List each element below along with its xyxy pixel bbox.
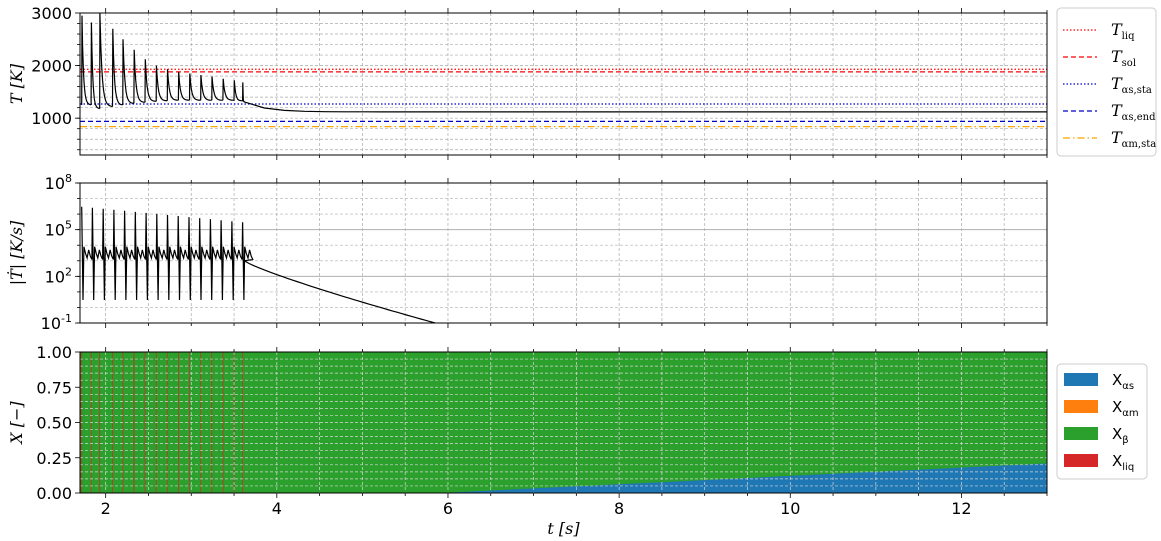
y-tick-label: 3000 xyxy=(31,4,72,23)
legend-swatch xyxy=(1064,373,1098,386)
legend-box xyxy=(1056,363,1148,480)
y-tick-label: 1.00 xyxy=(36,343,72,362)
y-tick-label: 10-1 xyxy=(41,312,72,333)
legend-label: Xliq xyxy=(1112,452,1134,473)
cooling-rate-axes: 10-1 102 105 108 |Ṫ| [K/s] xyxy=(6,172,1048,333)
phase-fraction-axes: 0.00 0.25 0.50 0.75 1.00 2 4 6 8 10 12 X [−] t [s] xyxy=(7,343,1048,538)
legend-label: Tαm,sta xyxy=(1111,128,1156,150)
legend-swatch xyxy=(1064,427,1098,440)
y-tick-label: 105 xyxy=(45,219,72,240)
x-tick-label: 2 xyxy=(101,499,111,518)
x-axis-label: t [s] xyxy=(547,519,580,538)
legend-label: Tliq xyxy=(1111,20,1135,42)
y-tick-label: 1000 xyxy=(31,109,72,128)
x-tick-label: 4 xyxy=(272,499,282,518)
phase-legend: Xαs Xαm Xβ Xliq xyxy=(1056,363,1148,480)
temperature-legend: Tliq Tsol Tαs,sta Tαs,end Tαm,sta xyxy=(1056,7,1157,157)
temperature-series-line xyxy=(81,13,1047,113)
temperature-axes: 1000 2000 3000 T [K] xyxy=(7,4,1048,160)
legend-box xyxy=(1056,7,1157,157)
y-tick-label: 0.25 xyxy=(36,449,72,468)
y-axis-label: X [−] xyxy=(7,401,26,446)
y-tick-label: 0.50 xyxy=(36,414,72,433)
legend-label: Tsol xyxy=(1111,47,1136,69)
x-tick-label: 6 xyxy=(443,499,453,518)
legend-label: Xαm xyxy=(1112,398,1139,419)
cooling-rate-frame xyxy=(79,182,1048,324)
legend-label: Xαs xyxy=(1112,371,1134,392)
legend-label: Xβ xyxy=(1112,425,1129,446)
temperature-frame xyxy=(79,12,1048,156)
y-tick-label: 0.00 xyxy=(36,484,72,503)
cooling-rate-series-line xyxy=(81,206,436,323)
y-tick-label: 102 xyxy=(45,265,72,286)
x-tick-label: 8 xyxy=(614,499,624,518)
y-tick-label: 0.75 xyxy=(36,378,72,397)
x-tick-label: 10 xyxy=(780,499,800,518)
y-axis-label: T [K] xyxy=(7,63,26,104)
legend-label: Tαs,end xyxy=(1111,101,1156,123)
legend-swatch xyxy=(1064,400,1098,413)
legend-label: Tαs,sta xyxy=(1111,74,1152,96)
legend-swatch xyxy=(1064,454,1098,467)
y-tick-label: 108 xyxy=(45,172,72,193)
x-tick-label: 12 xyxy=(951,499,971,518)
y-axis-label: |Ṫ| [K/s] xyxy=(6,220,26,285)
y-tick-label: 2000 xyxy=(31,57,72,76)
